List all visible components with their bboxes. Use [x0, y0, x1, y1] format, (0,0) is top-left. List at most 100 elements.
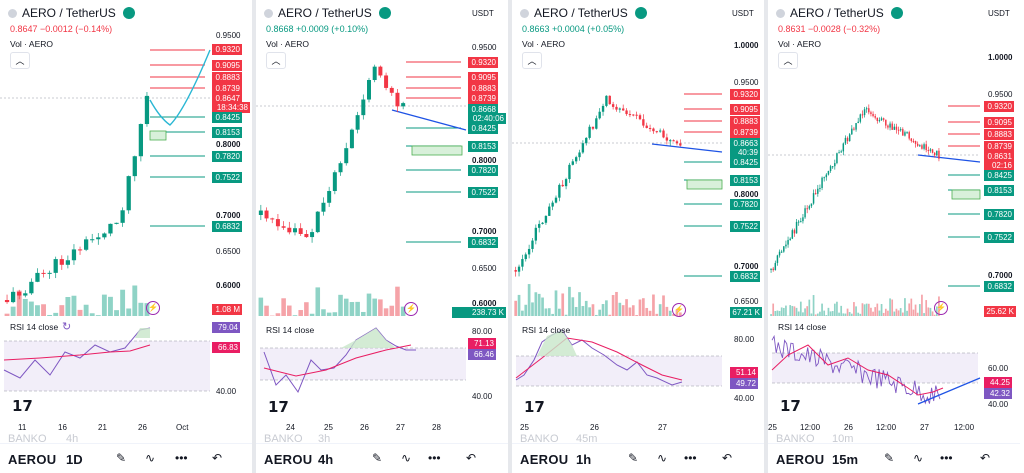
undo-icon[interactable]: ↶ — [212, 451, 223, 465]
volume-bar — [823, 310, 826, 316]
candle — [618, 108, 622, 110]
symbol-header[interactable]: AERO / TetherUS — [264, 6, 391, 20]
panel-divider[interactable] — [252, 0, 256, 473]
undo-icon[interactable]: ↶ — [980, 451, 991, 465]
price-tag: 0.9095 — [730, 104, 760, 115]
indicators-icon[interactable]: ∿ — [657, 451, 668, 465]
panel-divider[interactable] — [508, 0, 512, 473]
volume-bar — [521, 310, 524, 316]
chart-canvas[interactable] — [0, 0, 252, 473]
collapse-icon[interactable]: ︿ — [10, 52, 30, 69]
timeframe-button[interactable]: 1h — [576, 452, 592, 467]
rsi-axis-label: 80.00 — [472, 327, 493, 336]
axis-label: 0.9500 — [472, 43, 497, 52]
volume-bar — [315, 287, 321, 316]
indicators-icon[interactable]: ∿ — [145, 451, 156, 465]
lightning-icon[interactable]: ⚡ — [404, 302, 418, 316]
candle — [936, 150, 938, 156]
axis-label: 0.8000 — [472, 156, 497, 165]
volume-bar — [638, 299, 642, 316]
candle — [281, 226, 286, 228]
collapse-icon[interactable]: ︿ — [778, 52, 798, 69]
market-open-icon — [378, 7, 391, 19]
volume-bar — [383, 308, 389, 316]
timeframe-button[interactable]: 1D — [66, 452, 83, 467]
more-icon[interactable]: ••• — [175, 451, 188, 465]
coin-icon — [8, 8, 17, 18]
symbol-header[interactable]: AERO / TetherUS — [776, 6, 903, 20]
indicators-icon[interactable]: ∿ — [913, 451, 924, 465]
tradingview-logo: 𝟭𝟳 — [12, 397, 33, 415]
candle — [787, 239, 789, 245]
candle — [355, 115, 360, 130]
volume-bar — [571, 297, 575, 316]
candle — [541, 222, 544, 224]
rsi-axis-label: 80.00 — [734, 335, 755, 344]
collapse-icon[interactable]: ︿ — [266, 52, 286, 69]
currency-label: USDT — [472, 9, 494, 18]
market-open-icon — [634, 7, 647, 19]
volume-bar — [901, 312, 904, 316]
draw-icon[interactable]: ✎ — [372, 451, 383, 465]
chart-canvas[interactable] — [256, 0, 508, 473]
volume-bar — [908, 303, 911, 316]
volume-bar — [897, 310, 900, 316]
candle — [132, 156, 137, 177]
indicators-icon[interactable]: ∿ — [401, 451, 412, 465]
timeframe-button[interactable]: 15m — [832, 452, 859, 467]
more-icon[interactable]: ••• — [940, 451, 953, 465]
symbol-button[interactable]: AEROU — [520, 452, 569, 467]
x-axis-label: 26 — [590, 423, 599, 432]
undo-icon[interactable]: ↶ — [722, 451, 733, 465]
volume-bar — [564, 314, 568, 316]
volume-bar — [628, 307, 632, 316]
candle — [144, 95, 150, 125]
more-icon[interactable]: ••• — [684, 451, 697, 465]
volume-bar — [774, 311, 777, 316]
price-tag: 0.8153 — [468, 141, 498, 152]
candle — [264, 210, 269, 219]
symbol-header[interactable]: AERO / TetherUS — [8, 6, 135, 20]
candle — [554, 197, 558, 203]
candle — [551, 202, 554, 207]
volume-bar — [880, 304, 883, 316]
volume-bar — [355, 301, 360, 316]
volume-bar — [867, 303, 870, 316]
collapse-icon[interactable]: ︿ — [522, 52, 542, 69]
candle — [882, 118, 885, 120]
x-axis-label: Oct — [176, 423, 189, 432]
symbol-header[interactable]: AERO / TetherUS — [520, 6, 647, 20]
lightning-icon[interactable]: ⚡ — [672, 303, 686, 317]
volume-bar — [921, 294, 923, 316]
candle — [632, 114, 635, 116]
more-icon[interactable]: ••• — [428, 451, 441, 465]
undo-icon[interactable]: ↶ — [466, 451, 477, 465]
draw-icon[interactable]: ✎ — [884, 451, 895, 465]
symbol-button[interactable]: AEROU — [776, 452, 825, 467]
volume-bar — [812, 295, 815, 316]
candle — [517, 266, 521, 272]
symbol-button[interactable]: AEROU — [264, 452, 313, 467]
symbol-button[interactable]: AEROU — [8, 452, 57, 467]
candle — [384, 75, 389, 88]
draw-icon[interactable]: ✎ — [628, 451, 639, 465]
price-tag: 0.9320 — [468, 57, 498, 68]
volume-bar — [372, 298, 377, 316]
panel-divider[interactable] — [764, 0, 768, 473]
chart-canvas[interactable] — [768, 0, 1020, 473]
axis-label: 0.6000 — [472, 299, 497, 308]
price-tag: 0.7820 — [212, 151, 242, 162]
candle — [876, 117, 879, 122]
volume-bar — [916, 312, 919, 316]
volume-bar — [547, 308, 551, 316]
lightning-icon[interactable]: ⚡ — [146, 301, 160, 315]
volume-bar — [108, 296, 113, 316]
candle — [591, 126, 595, 129]
volume-bar — [882, 312, 885, 316]
draw-icon[interactable]: ✎ — [116, 451, 127, 465]
chart-canvas[interactable] — [512, 0, 764, 473]
timeframe-button[interactable]: 4h — [318, 452, 334, 467]
lightning-icon[interactable]: ⚡ — [934, 301, 948, 315]
x-axis-label: 16 — [58, 423, 67, 432]
axis-label: 0.8000 — [734, 190, 759, 199]
